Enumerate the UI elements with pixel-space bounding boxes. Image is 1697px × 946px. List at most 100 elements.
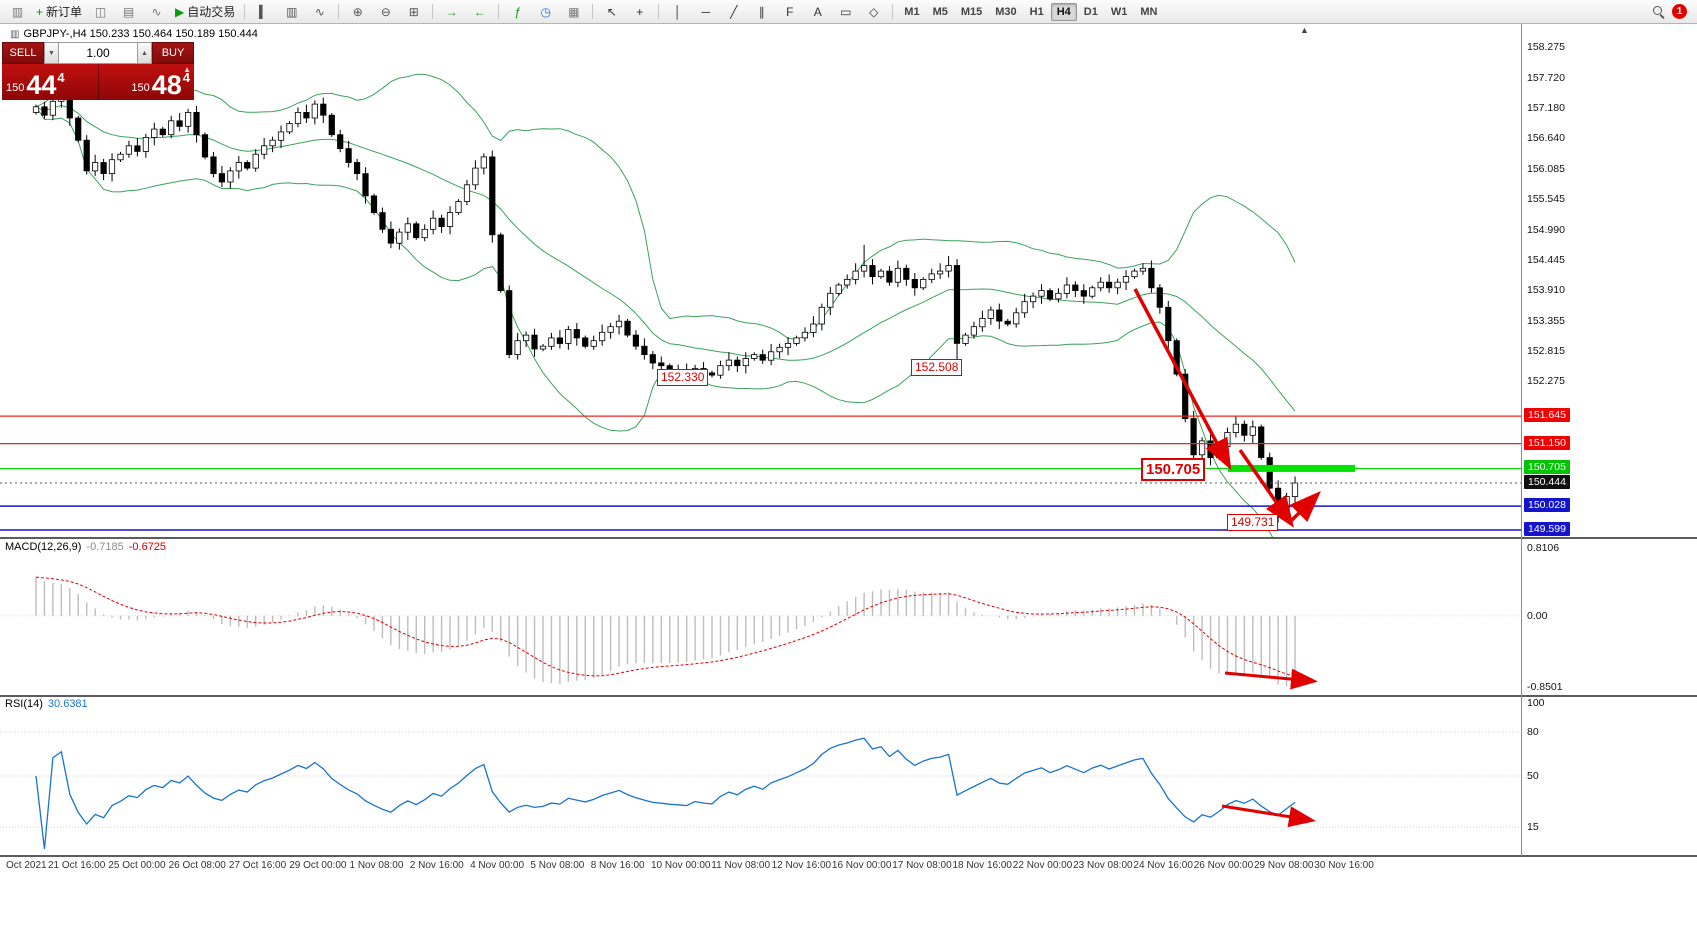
macd-trend-arrow[interactable] xyxy=(1224,668,1318,690)
price-axis[interactable]: 158.275 157.720 157.180 156.640 156.085 155.5… xyxy=(1522,24,1695,538)
time-axis-label: 8 Nov 16:00 xyxy=(590,860,645,871)
line-chart-icon: ∿ xyxy=(314,4,325,19)
bollinger-lower xyxy=(35,106,1274,538)
trend-arrow[interactable] xyxy=(1238,449,1294,528)
sell-button[interactable]: SELL xyxy=(2,42,44,64)
timeframe-m5[interactable]: M5 xyxy=(932,5,948,18)
notification-badge[interactable]: 1 xyxy=(1672,4,1687,19)
data-window-icon[interactable]: ▤ xyxy=(115,1,142,22)
zoom-out-icon[interactable]: ⊖ xyxy=(372,1,399,22)
volume-input[interactable] xyxy=(59,42,137,64)
price-annotation[interactable]: 149.731 xyxy=(1227,514,1279,531)
auto-scroll-icon[interactable]: → xyxy=(438,1,465,22)
volume-increase-button[interactable]: ▲ xyxy=(137,42,152,64)
collapse-panel-icon[interactable]: ▲ xyxy=(183,65,191,74)
price-axis-label: 157.720 xyxy=(1527,71,1565,84)
text-icon: A xyxy=(813,4,822,19)
one-click-prices[interactable]: 150 44 4 150 48 4 ▲ xyxy=(2,64,194,100)
fibonacci-icon[interactable]: F xyxy=(776,1,803,22)
channel-icon: ∥ xyxy=(758,4,765,19)
trendline-icon[interactable]: ╱ xyxy=(720,1,747,22)
tile-windows-icon[interactable]: ⊞ xyxy=(400,1,427,22)
toolbar-separator xyxy=(432,4,434,19)
timeframe-h1[interactable]: H1 xyxy=(1029,5,1044,18)
price-annotation[interactable]: 152.508 xyxy=(911,359,963,376)
rsi-label: RSI(14) 30.6381 xyxy=(5,698,88,710)
timeframe-w1[interactable]: W1 xyxy=(1110,5,1128,18)
sell-price[interactable]: 150 44 4 xyxy=(2,64,98,100)
timeframe-mn[interactable]: MN xyxy=(1140,5,1158,18)
rsi-axis[interactable]: 100 80 50 15 xyxy=(1522,697,1695,855)
trend-arrow[interactable] xyxy=(1288,491,1321,524)
chart-shift-marker-icon[interactable]: ▲ xyxy=(1300,25,1309,35)
main-price-chart[interactable] xyxy=(0,24,1521,538)
buy-price-big: 48 xyxy=(151,69,182,100)
horizontal-line-icon[interactable]: ─ xyxy=(692,1,719,22)
green-zone-bar[interactable] xyxy=(1228,464,1355,472)
timeframe-m1[interactable]: M1 xyxy=(904,5,920,18)
indicators-icon[interactable]: ƒ xyxy=(504,1,531,22)
channel-icon[interactable]: ∥ xyxy=(748,1,775,22)
chart-window-icon[interactable]: ▥ xyxy=(4,1,31,22)
search-icon[interactable] xyxy=(1652,5,1665,18)
time-axis-label: 25 Oct 00:00 xyxy=(108,860,166,871)
time-axis-label: 11 Nov 08:00 xyxy=(711,860,771,871)
time-axis-label: 10 Nov 00:00 xyxy=(651,860,711,871)
price-annotation[interactable]: 150.705 xyxy=(1141,458,1206,481)
cursor-icon[interactable]: ↖ xyxy=(598,1,625,22)
time-axis-label: 26 Oct 08:00 xyxy=(168,860,226,871)
vertical-line-icon[interactable]: │ xyxy=(664,1,691,22)
label-icon[interactable]: ▭ xyxy=(832,1,859,22)
buy-price[interactable]: 150 48 4 xyxy=(97,64,195,100)
navigator-icon[interactable]: ∿ xyxy=(143,1,170,22)
volume-decrease-button[interactable]: ▼ xyxy=(44,42,59,64)
buy-price-prefix: 150 xyxy=(131,82,150,94)
rsi-trend-arrow[interactable] xyxy=(1221,804,1316,828)
shapes-icon: ◇ xyxy=(869,4,879,19)
buy-button[interactable]: BUY xyxy=(152,42,194,64)
macd-panel[interactable] xyxy=(0,540,1521,695)
new-order-button[interactable]: + 新订单 xyxy=(32,1,86,22)
panel-divider[interactable] xyxy=(0,855,1697,857)
timeframe-m15[interactable]: M15 xyxy=(960,5,983,18)
price-badge: 150.705 xyxy=(1524,460,1570,475)
bar-chart-icon[interactable]: ▍ xyxy=(250,1,277,22)
time-axis-label: 29 Nov 08:00 xyxy=(1254,860,1314,871)
symbol-ohlc-text: GBPJPY-,H4 150.233 150.464 150.189 150.4… xyxy=(23,28,258,40)
periods-icon[interactable]: ◷ xyxy=(532,1,559,22)
price-axis-label: 156.640 xyxy=(1527,132,1565,145)
timeframe-m30[interactable]: M30 xyxy=(995,5,1017,18)
time-axis-label: Oct 2021 xyxy=(6,860,47,871)
sell-price-prefix: 150 xyxy=(6,82,25,94)
rsi-axis-label: 15 xyxy=(1527,821,1539,834)
top-toolbar: ▥ + 新订单 ◫ ▤ ∿ ▶ 自动交易 ▍ ▥ ∿ ⊕ ⊖ ⊞ → ← ƒ ◷ ▦ ↖ + │ ─ ╱ ∥ F A ▭ ◇ M1 M5 M1… xyxy=(0,0,1697,24)
macd-axis[interactable]: 0.8106 0.00 -0.8501 xyxy=(1522,540,1695,695)
templates-icon[interactable]: ▦ xyxy=(560,1,587,22)
autotrading-button[interactable]: ▶ 自动交易 xyxy=(171,1,239,22)
time-axis[interactable]: Oct 2021 21 Oct 16:00 25 Oct 00:00 26 Oct 0… xyxy=(0,858,1697,874)
trend-arrow[interactable] xyxy=(1133,288,1232,471)
price-axis-label: 156.085 xyxy=(1527,162,1565,175)
tile-windows-icon: ⊞ xyxy=(408,4,419,19)
price-annotation[interactable]: 152.330 xyxy=(657,369,709,386)
zoom-in-icon[interactable]: ⊕ xyxy=(344,1,371,22)
new-order-button: + xyxy=(36,4,44,19)
text-icon[interactable]: A xyxy=(804,1,831,22)
panel-divider[interactable] xyxy=(0,537,1697,539)
price-axis-label: 153.355 xyxy=(1527,314,1565,327)
crosshair-icon[interactable]: + xyxy=(626,1,653,22)
chart-shift-icon[interactable]: ← xyxy=(466,1,493,22)
candle-chart-icon[interactable]: ▥ xyxy=(278,1,305,22)
macd-histogram xyxy=(35,577,1296,687)
shapes-icon[interactable]: ◇ xyxy=(860,1,887,22)
market-watch-icon[interactable]: ◫ xyxy=(87,1,114,22)
bollinger-upper xyxy=(35,73,1296,340)
rsi-axis-label: 80 xyxy=(1527,726,1539,739)
line-chart-icon[interactable]: ∿ xyxy=(306,1,333,22)
timeframe-d1[interactable]: D1 xyxy=(1083,5,1098,18)
rsi-panel[interactable] xyxy=(0,697,1521,855)
horizontal-levels[interactable] xyxy=(0,415,1521,531)
timeframe-h4[interactable]: H4 xyxy=(1050,2,1077,21)
panel-divider[interactable] xyxy=(0,695,1697,697)
price-badge: 149.599 xyxy=(1524,521,1570,536)
